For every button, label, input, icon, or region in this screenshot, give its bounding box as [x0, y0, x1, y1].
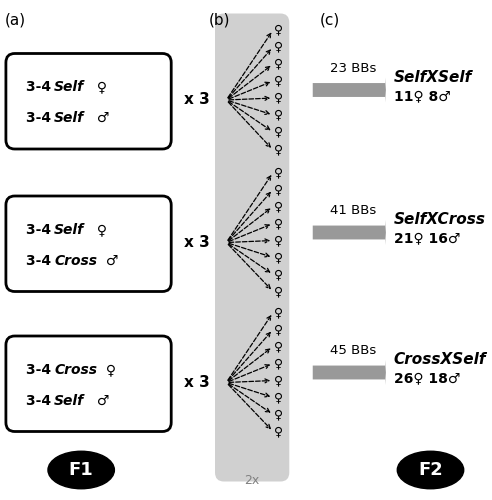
Text: 3-4: 3-4	[26, 394, 56, 408]
Text: 45 BBs: 45 BBs	[330, 344, 376, 358]
FancyBboxPatch shape	[6, 54, 171, 149]
Text: 2x: 2x	[245, 474, 259, 488]
Text: ♀: ♀	[275, 183, 283, 196]
FancyBboxPatch shape	[6, 336, 171, 432]
Text: ♀: ♀	[275, 408, 283, 421]
Text: ♀: ♀	[275, 251, 283, 264]
Text: 3-4: 3-4	[26, 223, 56, 237]
Text: ♀: ♀	[92, 223, 107, 237]
Text: x 3: x 3	[184, 92, 210, 108]
Text: 41 BBs: 41 BBs	[330, 204, 376, 218]
Text: F1: F1	[69, 461, 93, 479]
FancyBboxPatch shape	[6, 196, 171, 292]
Text: (c): (c)	[320, 12, 340, 28]
Text: ♀: ♀	[275, 24, 283, 36]
Text: ♀: ♀	[275, 217, 283, 230]
Ellipse shape	[48, 451, 115, 489]
Text: ♀: ♀	[275, 58, 283, 70]
Text: ♀: ♀	[275, 357, 283, 370]
Text: SelfXCross: SelfXCross	[394, 212, 486, 228]
Text: 23 BBs: 23 BBs	[330, 62, 376, 75]
Text: ♀: ♀	[92, 80, 107, 94]
Text: Self: Self	[54, 112, 84, 126]
Text: ♀: ♀	[275, 340, 283, 353]
Text: ♂: ♂	[92, 394, 110, 408]
Text: Self: Self	[54, 223, 84, 237]
Text: ♀: ♀	[275, 144, 283, 156]
Text: ♀: ♀	[275, 92, 283, 104]
Text: ♀: ♀	[275, 306, 283, 319]
Text: ♀: ♀	[275, 268, 283, 281]
Text: ♀: ♀	[275, 234, 283, 247]
Text: 26♀ 18♂: 26♀ 18♂	[394, 372, 460, 386]
Text: CrossXSelf: CrossXSelf	[394, 352, 486, 368]
Text: Self: Self	[54, 80, 84, 94]
Text: ♀: ♀	[275, 74, 283, 88]
Text: (b): (b)	[209, 12, 231, 28]
Ellipse shape	[398, 451, 464, 489]
FancyBboxPatch shape	[215, 14, 289, 482]
Text: ♀: ♀	[275, 200, 283, 213]
Text: ♂: ♂	[92, 112, 110, 126]
Text: ♀: ♀	[275, 166, 283, 179]
Text: ♀: ♀	[275, 108, 283, 122]
Text: 3-4: 3-4	[26, 80, 56, 94]
Text: x 3: x 3	[184, 235, 210, 250]
Text: ♀: ♀	[275, 374, 283, 387]
Text: ♀: ♀	[275, 323, 283, 336]
Text: 3-4: 3-4	[26, 363, 56, 377]
Text: ♂: ♂	[101, 254, 119, 268]
Text: ♀: ♀	[275, 285, 283, 298]
Text: 11♀ 8♂: 11♀ 8♂	[394, 89, 450, 103]
Text: 3-4: 3-4	[26, 254, 56, 268]
Text: ♀: ♀	[275, 425, 283, 438]
Text: ♀: ♀	[275, 391, 283, 404]
Text: ♀: ♀	[275, 126, 283, 138]
Text: ♀: ♀	[275, 40, 283, 54]
Text: (a): (a)	[5, 12, 26, 28]
Text: Self: Self	[54, 394, 84, 408]
Text: 21♀ 16♂: 21♀ 16♂	[394, 232, 460, 245]
Text: SelfXSelf: SelfXSelf	[394, 70, 472, 85]
Text: ♀: ♀	[101, 363, 116, 377]
Text: x 3: x 3	[184, 375, 210, 390]
Text: 3-4: 3-4	[26, 112, 56, 126]
Text: F2: F2	[418, 461, 443, 479]
Text: Cross: Cross	[54, 363, 97, 377]
Text: Cross: Cross	[54, 254, 97, 268]
